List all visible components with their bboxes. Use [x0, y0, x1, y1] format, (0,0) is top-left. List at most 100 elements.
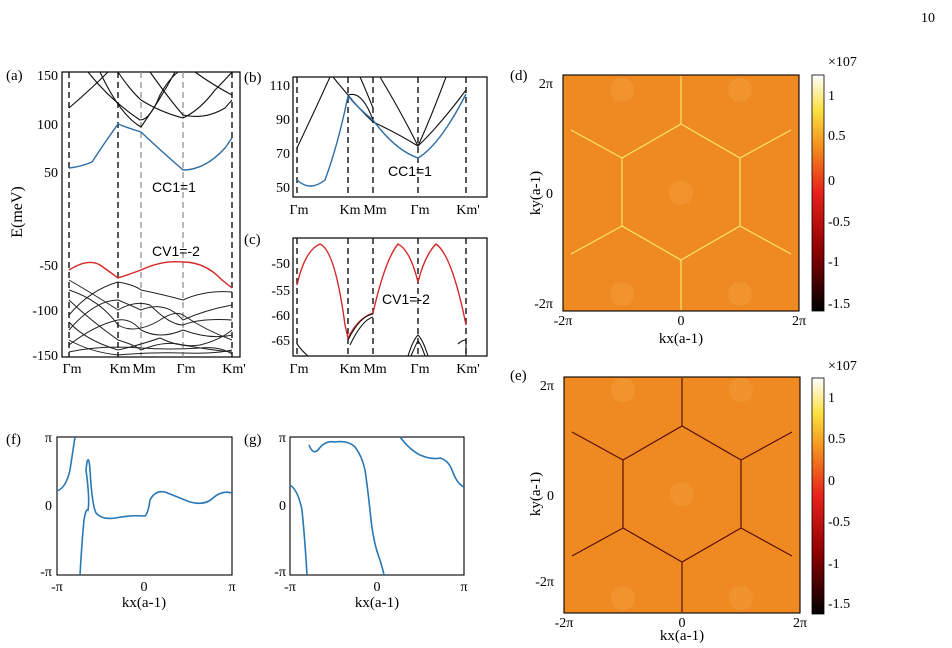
- band-line: [68, 299, 233, 331]
- panel-d-cbar-tick: -1.5: [828, 297, 850, 312]
- panel-a-ytick: -150: [32, 349, 58, 364]
- hex-spoke: [570, 225, 623, 255]
- panel-a-xtick: Km': [222, 362, 246, 377]
- panel-b-frame: [292, 76, 488, 198]
- panel-d-cbar-tick: 0: [828, 174, 835, 189]
- panel-e-cbar-tick: 0: [828, 474, 835, 489]
- panel-f-ytick: -π: [40, 565, 52, 580]
- band-line: [359, 76, 374, 109]
- panel-b-xtick: Km: [340, 203, 361, 218]
- panel-c-ytick: -55: [271, 284, 290, 299]
- panel-c-xtick: Km: [340, 362, 361, 377]
- curve: [308, 440, 385, 576]
- panel-c-ytick: -65: [271, 334, 290, 349]
- panel-d-cbar-tick: -0.5: [828, 215, 850, 230]
- panel-a-annotation-cv1: CV1=-2: [152, 243, 200, 259]
- band-line: [68, 281, 233, 316]
- band-line: [68, 279, 233, 326]
- panel-d-colorbar: [811, 74, 825, 312]
- heatmap-blob: [728, 78, 752, 102]
- panel-e-ytick: -2π: [535, 575, 554, 590]
- panel-c-xtick: Mm: [363, 362, 386, 377]
- panel-b-xtick: Γm: [290, 203, 309, 218]
- hex-spoke: [571, 431, 624, 461]
- panel-e-xtick: -2π: [555, 616, 574, 631]
- panel-g-label: (g): [244, 432, 262, 448]
- band-line: [410, 340, 426, 357]
- panel-f-ytick: 0: [45, 499, 52, 514]
- band-line: [332, 76, 467, 147]
- panel-e-hexagon: [571, 378, 793, 612]
- panel-a-annotation-cc1: CC1=1: [152, 179, 196, 195]
- panel-g: (g) π 0 -π -π 0 π kx(a-1): [244, 431, 468, 611]
- panel-a-label: (a): [6, 68, 23, 84]
- hex-spoke: [740, 527, 793, 557]
- panel-a-xtick: Γm: [177, 362, 196, 377]
- panel-c-ytick: -60: [271, 309, 290, 324]
- panel-e-label: (e): [510, 368, 527, 384]
- panel-a-xtick: Γm: [63, 362, 82, 377]
- panel-d-xtick: 0: [678, 314, 685, 329]
- band-line: [68, 319, 233, 346]
- panel-d-cbar-tick: 1: [828, 89, 835, 104]
- panel-d-xlabel: kx(a-1): [659, 331, 703, 347]
- panel-e-ylabel: ky(a-1): [528, 472, 544, 516]
- panel-b-ytick: 110: [270, 79, 290, 94]
- panel-e: (e) 2π 0 -2π -2π 0 2π kx(a-1) ky(a-1): [510, 359, 857, 644]
- band-line: [87, 71, 179, 121]
- panel-a-ytick: 100: [37, 118, 58, 133]
- curve: [399, 436, 465, 488]
- panel-b-ytick: 50: [276, 181, 290, 196]
- panel-e-cbar-tick: 1: [828, 391, 835, 406]
- hex-spoke: [571, 527, 624, 557]
- panel-f-xtick: -π: [51, 580, 63, 595]
- band-line: [296, 76, 331, 149]
- panel-g-ytick: 0: [279, 499, 286, 514]
- panel-d-xtick: 2π: [792, 314, 806, 329]
- panel-e-ytick: 0: [547, 489, 554, 504]
- panel-f-xtick: 0: [141, 580, 148, 595]
- panel-c-xtick: Γm: [290, 362, 309, 377]
- panel-g-curves: [289, 436, 465, 576]
- panel-b-upper-bands: [296, 76, 467, 149]
- panel-a-valence-band: [68, 260, 233, 289]
- panel-f-curves: [56, 436, 233, 576]
- band-line: [296, 343, 309, 357]
- panel-a-ytick: -100: [32, 304, 58, 319]
- panel-c-annotation: CV1=-2: [382, 291, 430, 307]
- panel-d-hexagon: [570, 76, 792, 310]
- panel-e-xtick: 2π: [793, 616, 807, 631]
- panel-a-ytick: 150: [37, 69, 58, 84]
- hex-spoke: [739, 225, 792, 255]
- panel-c-ytick: -50: [271, 257, 290, 272]
- panel-f-xtick: π: [228, 580, 235, 595]
- panel-a-frame: [61, 71, 241, 358]
- band-line: [68, 321, 233, 351]
- panel-d: (d) 2π 0 -2π -2π 0 2π kx(a-1): [510, 55, 857, 347]
- heatmap-blob: [729, 586, 753, 610]
- heatmap-blob: [610, 282, 634, 306]
- heatmap-blob: [728, 282, 752, 306]
- panel-g-ytick: -π: [274, 565, 286, 580]
- heatmap-blob: [670, 482, 694, 506]
- heatmap-blob: [611, 586, 635, 610]
- curve: [79, 459, 233, 576]
- panel-g-ytick: π: [279, 431, 286, 446]
- panel-a-xtick: Km: [110, 362, 131, 377]
- heatmap-blob: [611, 378, 635, 402]
- band-line: [117, 71, 233, 119]
- panel-b-ytick: 90: [276, 113, 290, 128]
- panel-d-ytick: 0: [546, 187, 553, 202]
- panel-b-label: (b): [244, 70, 262, 86]
- band-line: [457, 339, 467, 356]
- band-line: [194, 71, 233, 96]
- panel-f-ytick: π: [45, 431, 52, 446]
- band-line: [379, 76, 447, 148]
- panel-c-valence-band: [296, 243, 467, 341]
- panel-d-ylabel: ky(a-1): [528, 171, 544, 215]
- panel-b-xtick: Mm: [363, 203, 386, 218]
- panel-f-xlabel: kx(a-1): [122, 595, 166, 611]
- panel-e-ytick: 2π: [540, 379, 554, 394]
- panel-e-xlabel: kx(a-1): [660, 628, 704, 644]
- panel-e-colorbar: [811, 377, 825, 615]
